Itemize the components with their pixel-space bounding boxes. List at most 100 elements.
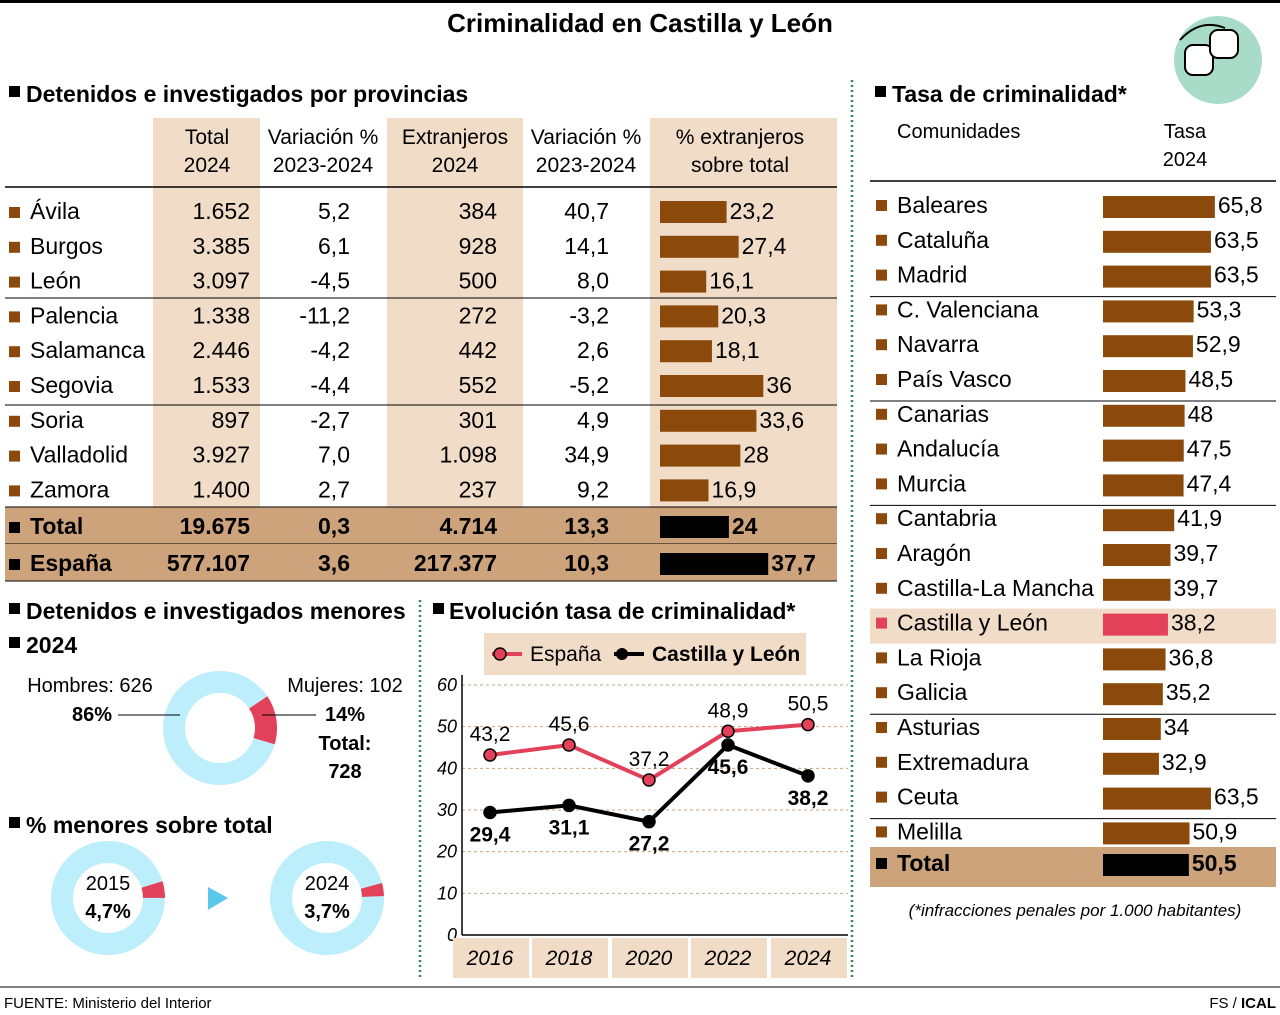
row-marker xyxy=(876,408,887,420)
cell-value: 897 xyxy=(212,407,250,433)
table-row: Palencia 1.338 -11,2 272 -3,2 20,3 xyxy=(9,302,766,328)
col-comunidades: Comunidades xyxy=(897,121,1020,143)
bar-label: 65,8 xyxy=(1218,192,1263,218)
cell-value: 4,9 xyxy=(577,407,609,433)
bar xyxy=(660,305,719,328)
cell-value: 1.338 xyxy=(192,302,250,328)
tasa-heading: Tasa de criminalidad* xyxy=(892,81,1127,107)
x-tick-cell xyxy=(453,938,529,978)
donut-year: 2015 xyxy=(86,873,131,895)
row-marker xyxy=(876,339,887,351)
cell-value: 5,2 xyxy=(318,198,350,224)
top-rule xyxy=(0,0,1280,3)
data-label: 45,6 xyxy=(549,713,590,736)
menores-donut-slice xyxy=(360,883,384,897)
legend-box xyxy=(484,633,806,675)
data-point xyxy=(483,805,497,820)
column-header: % extranjeros xyxy=(676,126,804,149)
row-marker xyxy=(876,826,887,838)
bar xyxy=(660,409,757,432)
community-name: Cataluña xyxy=(897,227,989,253)
cell-value: 7,0 xyxy=(318,442,350,468)
tasa-row: Galicia 35,2 xyxy=(876,679,1211,706)
table-row: Total 19.675 0,3 4.714 13,3 24 xyxy=(9,513,758,539)
bar xyxy=(1103,718,1161,740)
row-marker xyxy=(876,374,887,385)
data-label: 27,2 xyxy=(629,833,670,856)
row-marker xyxy=(876,269,887,281)
bar xyxy=(1103,196,1215,218)
bar-label: 63,5 xyxy=(1214,227,1259,253)
cell-value: -4,5 xyxy=(310,268,350,294)
bar xyxy=(1103,335,1193,358)
bar xyxy=(660,340,712,363)
bar xyxy=(1103,787,1211,810)
gender-donut-slice xyxy=(249,696,277,745)
bar xyxy=(660,235,739,258)
bar xyxy=(660,201,727,223)
bar xyxy=(1103,509,1175,532)
y-tick-label: 60 xyxy=(437,675,457,695)
community-name: Asturias xyxy=(897,714,980,740)
bar xyxy=(1103,474,1184,497)
community-name: Ceuta xyxy=(897,784,959,810)
col-tasa: Tasa xyxy=(1164,121,1207,143)
menores-heading: Detenidos e investigados menores xyxy=(26,598,406,624)
tasa-row: Asturias 34 xyxy=(876,714,1190,740)
cell-value: 237 xyxy=(459,476,497,502)
donut-year: 2024 xyxy=(305,873,350,895)
row-marker xyxy=(876,234,887,246)
tasa-row: Melilla 50,9 xyxy=(876,818,1237,845)
community-name: Castilla y León xyxy=(897,610,1048,636)
pct-heading: % menores sobre total xyxy=(26,812,273,838)
data-label: 50,5 xyxy=(788,693,829,716)
bar xyxy=(660,270,707,293)
bar xyxy=(1103,439,1184,462)
donut-pct: 4,7% xyxy=(85,901,131,923)
bar-label: 23,2 xyxy=(730,198,775,224)
data-point xyxy=(642,773,656,787)
table-row: Salamanca 2.446 -4,2 442 2,6 18,1 xyxy=(9,337,760,363)
handcuffs-icon xyxy=(1174,16,1262,104)
total-row-bg xyxy=(870,847,1276,887)
community-name: Aragón xyxy=(897,540,971,566)
cell-value: 2.446 xyxy=(192,337,250,363)
row-marker xyxy=(9,415,20,427)
bar-label: 48,5 xyxy=(1188,366,1233,392)
province-name: Total xyxy=(30,513,83,539)
bar xyxy=(660,375,764,397)
bar xyxy=(1103,613,1168,636)
x-tick-cell xyxy=(612,938,688,978)
cell-value: -2,7 xyxy=(310,407,350,433)
chart-title: Evolución tasa de criminalidad* xyxy=(449,598,795,624)
tasa-row: Navarra 52,9 xyxy=(876,331,1241,358)
column-header: Variación % xyxy=(268,126,379,149)
bar-label: 39,7 xyxy=(1173,575,1218,601)
bar xyxy=(1103,265,1211,288)
community-name: Navarra xyxy=(897,331,979,357)
bar-label: 38,2 xyxy=(1171,610,1216,636)
cell-value: 301 xyxy=(459,407,497,433)
bar xyxy=(1103,230,1211,253)
table-row: Zamora 1.400 2,7 237 9,2 16,9 xyxy=(9,476,756,502)
tasa-row: Ceuta 63,5 xyxy=(876,784,1259,810)
heading-marker xyxy=(9,637,20,648)
cell-value: 500 xyxy=(459,268,497,294)
row-marker xyxy=(876,791,887,803)
bar-label: 34 xyxy=(1164,714,1190,740)
x-tick-label: 2024 xyxy=(784,947,832,970)
row-marker xyxy=(876,858,887,869)
bar-label: 39,7 xyxy=(1173,540,1218,566)
province-name: Soria xyxy=(30,407,84,433)
table-row: Burgos 3.385 6,1 928 14,1 27,4 xyxy=(9,233,787,259)
tasa-row: Canarias 48 xyxy=(876,401,1213,427)
bar-label: 36,8 xyxy=(1169,644,1214,670)
row-marker xyxy=(9,522,20,533)
row-marker xyxy=(9,559,20,570)
cell-value: -11,2 xyxy=(299,302,350,328)
bar xyxy=(1103,752,1159,775)
cell-value: 1.098 xyxy=(439,442,497,468)
cell-value: 442 xyxy=(459,337,497,363)
community-name: Castilla-La Mancha xyxy=(897,575,1094,601)
cell-value: 2,6 xyxy=(577,337,609,363)
